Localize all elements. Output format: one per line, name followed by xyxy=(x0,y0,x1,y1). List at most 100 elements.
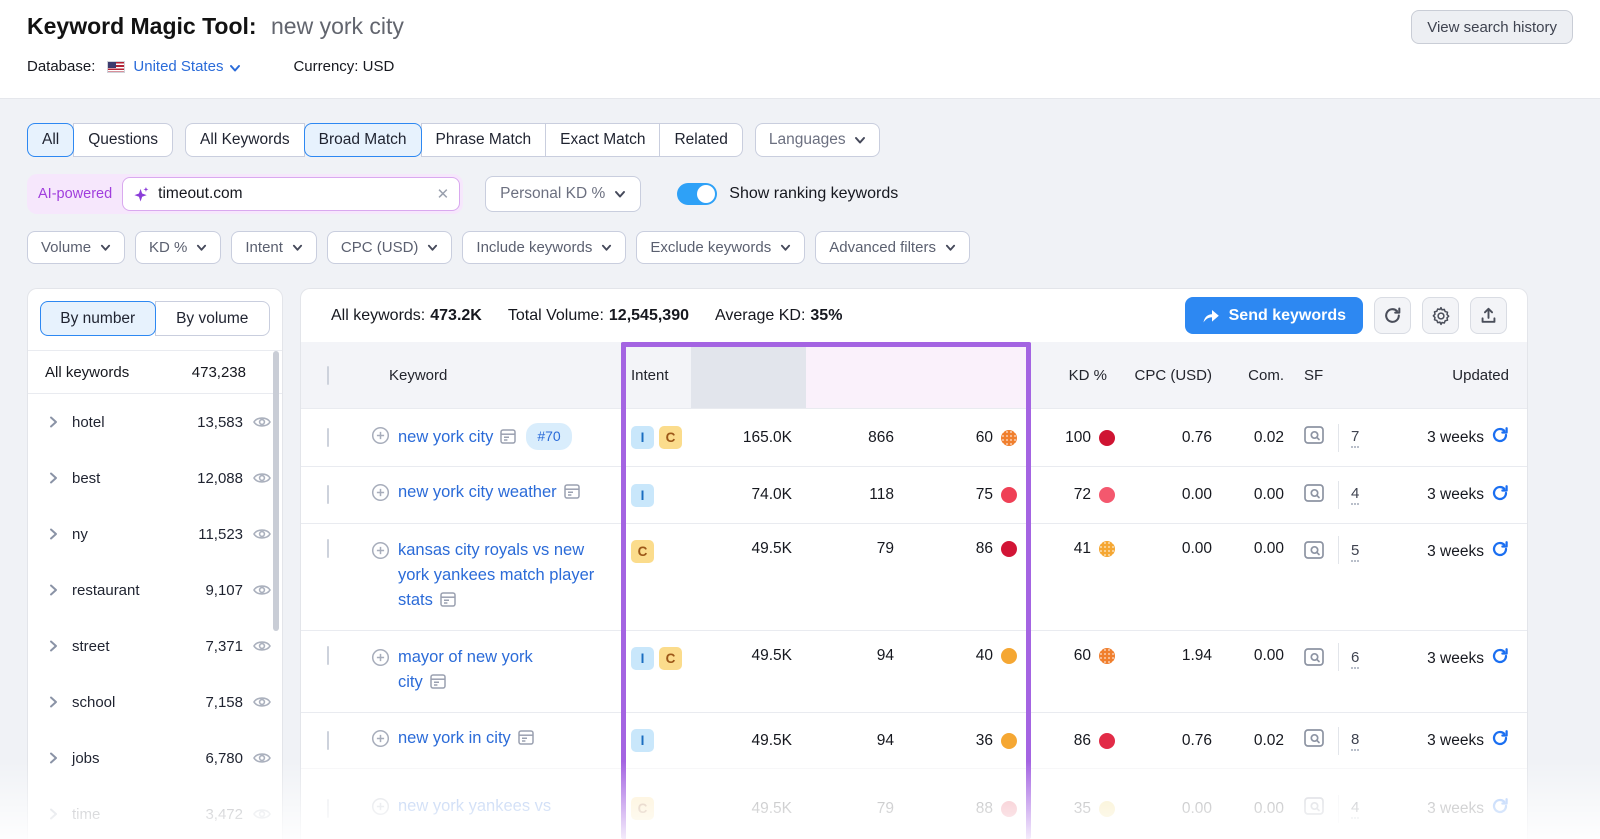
tab-phrase-match[interactable]: Phrase Match xyxy=(420,123,547,157)
domain-search-input[interactable]: timeout.com ✕ xyxy=(122,177,461,211)
tab-by-volume[interactable]: By volume xyxy=(154,301,270,336)
intent-badge-informational[interactable]: I xyxy=(631,729,654,752)
serp-preview-icon[interactable] xyxy=(1304,540,1324,564)
group-item-best[interactable]: best 12,088 xyxy=(28,450,282,506)
intent-badge-commercial[interactable]: C xyxy=(631,797,654,820)
serp-features-icon[interactable] xyxy=(563,482,580,507)
eye-icon[interactable] xyxy=(252,524,272,544)
refresh-metrics-icon[interactable] xyxy=(1491,729,1509,752)
filter-advanced[interactable]: Advanced filters xyxy=(815,231,970,264)
intent-badge-commercial[interactable]: C xyxy=(659,647,682,670)
intent-badge-informational[interactable]: I xyxy=(631,426,654,449)
keyword-link[interactable]: new york city xyxy=(398,427,494,446)
row-checkbox[interactable] xyxy=(327,485,329,504)
col-keyword[interactable]: Keyword xyxy=(389,366,448,384)
intent-badge-informational[interactable]: I xyxy=(631,647,654,670)
group-item-hotel[interactable]: hotel 13,583 xyxy=(28,394,282,450)
database-select[interactable]: United States xyxy=(133,58,224,75)
group-item-street[interactable]: street 7,371 xyxy=(28,618,282,674)
serp-preview-icon[interactable] xyxy=(1304,797,1324,820)
refresh-metrics-icon[interactable] xyxy=(1491,540,1509,563)
serp-preview-icon[interactable] xyxy=(1304,729,1324,752)
keyword-link[interactable]: new york city weather xyxy=(398,483,557,502)
serp-preview-icon[interactable] xyxy=(1304,426,1324,449)
add-keyword-icon[interactable] xyxy=(371,423,390,453)
settings-button[interactable] xyxy=(1422,297,1459,334)
keyword-link[interactable]: new york yankees vs xyxy=(398,796,552,815)
add-keyword-icon[interactable] xyxy=(371,645,390,675)
eye-icon[interactable] xyxy=(252,692,272,712)
group-item-time[interactable]: time 3,472 xyxy=(28,786,282,839)
tab-all-keywords[interactable]: All Keywords xyxy=(185,123,305,157)
add-keyword-icon[interactable] xyxy=(371,480,390,510)
keyword-link[interactable]: new york in city xyxy=(398,728,511,747)
eye-icon[interactable] xyxy=(252,804,272,824)
serp-features-icon[interactable] xyxy=(518,728,534,753)
sf-count[interactable]: 4 xyxy=(1351,799,1360,819)
col-cpc[interactable]: CPC (USD) xyxy=(1134,366,1213,384)
eye-icon[interactable] xyxy=(252,412,272,432)
keyword-link[interactable]: mayor of new york city xyxy=(398,648,533,691)
sf-count[interactable]: 8 xyxy=(1351,731,1360,751)
chevron-right-icon[interactable] xyxy=(45,582,61,598)
group-item-ny[interactable]: ny 11,523 xyxy=(28,506,282,562)
chevron-right-icon[interactable] xyxy=(45,750,61,766)
intent-badge-commercial[interactable]: C xyxy=(631,540,654,563)
row-checkbox[interactable] xyxy=(327,646,329,665)
ranking-position-badge[interactable]: #70 xyxy=(526,422,572,450)
chevron-right-icon[interactable] xyxy=(45,806,61,822)
sf-count[interactable]: 5 xyxy=(1351,542,1360,562)
col-kd[interactable]: KD % xyxy=(1068,366,1107,384)
filter-include-keywords[interactable]: Include keywords xyxy=(462,231,627,264)
keyword-link[interactable]: kansas city royals vs new york yankees m… xyxy=(398,541,595,609)
select-all-checkbox[interactable] xyxy=(327,365,329,385)
col-updated[interactable]: Updated xyxy=(1452,366,1509,384)
eye-icon[interactable] xyxy=(252,636,272,656)
chevron-right-icon[interactable] xyxy=(45,470,61,486)
tab-related[interactable]: Related xyxy=(659,123,743,157)
serp-preview-icon[interactable] xyxy=(1304,647,1324,671)
tab-all[interactable]: All xyxy=(27,123,75,157)
sf-count[interactable]: 7 xyxy=(1351,428,1360,448)
row-checkbox[interactable] xyxy=(327,427,329,447)
filter-cpc[interactable]: CPC (USD) xyxy=(326,231,453,264)
filter-intent[interactable]: Intent xyxy=(231,231,317,264)
chevron-right-icon[interactable] xyxy=(45,694,61,710)
refresh-metrics-icon[interactable] xyxy=(1491,484,1509,507)
tab-questions[interactable]: Questions xyxy=(73,123,174,157)
intent-badge-informational[interactable]: I xyxy=(631,483,654,507)
chevron-right-icon[interactable] xyxy=(45,638,61,654)
filter-exclude-keywords[interactable]: Exclude keywords xyxy=(636,231,806,264)
tab-by-number[interactable]: By number xyxy=(40,301,156,336)
refresh-metrics-icon[interactable] xyxy=(1491,426,1509,449)
export-button[interactable] xyxy=(1470,297,1507,334)
send-keywords-button[interactable]: Send keywords xyxy=(1184,297,1363,334)
refresh-metrics-icon[interactable] xyxy=(1491,797,1509,820)
row-checkbox[interactable] xyxy=(327,539,329,558)
col-intent[interactable]: Intent xyxy=(631,366,669,384)
view-search-history-button[interactable]: View search history xyxy=(1411,10,1573,44)
sf-count[interactable]: 6 xyxy=(1351,649,1360,669)
serp-features-icon[interactable] xyxy=(430,672,446,697)
tab-exact-match[interactable]: Exact Match xyxy=(545,123,661,157)
group-item-school[interactable]: school 7,158 xyxy=(28,674,282,730)
serp-preview-icon[interactable] xyxy=(1304,483,1324,507)
serp-features-icon[interactable] xyxy=(500,427,517,452)
all-keywords-row[interactable]: All keywords 473,238 xyxy=(28,350,282,394)
filter-kd[interactable]: KD % xyxy=(135,231,222,264)
eye-icon[interactable] xyxy=(252,748,272,768)
languages-dropdown[interactable]: Languages xyxy=(754,123,880,157)
filter-volume[interactable]: Volume xyxy=(27,231,126,264)
add-keyword-icon[interactable] xyxy=(371,726,390,756)
group-item-restaurant[interactable]: restaurant 9,107 xyxy=(28,562,282,618)
add-keyword-icon[interactable] xyxy=(371,794,390,824)
eye-icon[interactable] xyxy=(252,468,272,488)
chevron-right-icon[interactable] xyxy=(45,414,61,430)
refresh-metrics-icon[interactable] xyxy=(1491,647,1509,670)
personal-kd-dropdown[interactable]: Personal KD % xyxy=(485,176,642,212)
intent-badge-commercial[interactable]: C xyxy=(659,426,682,449)
clear-input-icon[interactable]: ✕ xyxy=(436,186,450,203)
chevron-right-icon[interactable] xyxy=(45,526,61,542)
chevron-down-icon[interactable] xyxy=(229,62,241,72)
row-checkbox[interactable] xyxy=(327,798,329,818)
